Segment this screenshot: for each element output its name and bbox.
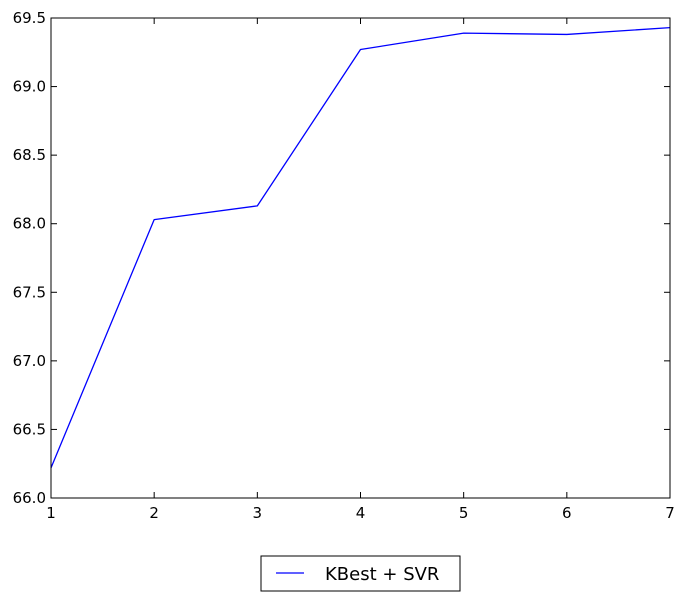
plot-frame (50, 17, 671, 499)
x-tick-label: 6 (562, 504, 572, 522)
y-tick-label: 68.5 (13, 146, 46, 164)
y-tick-label: 66.0 (13, 489, 46, 507)
y-tick-label: 66.5 (13, 420, 46, 438)
x-tick-label: 5 (459, 504, 469, 522)
y-tick-label: 69.0 (13, 78, 46, 96)
x-tick-label: 4 (356, 504, 366, 522)
x-tick-label: 7 (665, 504, 675, 522)
y-tick-label: 67.5 (13, 283, 46, 301)
x-tick-label: 3 (253, 504, 263, 522)
legend-label: KBest + SVR (325, 564, 439, 585)
legend: KBest + SVR (260, 555, 461, 592)
plot-area (51, 18, 670, 498)
x-tick-labels: 1 2 3 4 5 6 7 (46, 504, 675, 522)
y-tick-labels: 66.0 66.5 67.0 67.5 68.0 68.5 69.0 69.5 (13, 9, 46, 507)
series-line (50, 26, 671, 469)
x-tick-label: 1 (46, 504, 56, 522)
series-lines (50, 26, 671, 469)
y-tick-label: 68.0 (13, 215, 46, 233)
y-tick-label: 69.5 (13, 9, 46, 27)
x-tick-label: 2 (149, 504, 159, 522)
y-tick-label: 67.0 (13, 352, 46, 370)
